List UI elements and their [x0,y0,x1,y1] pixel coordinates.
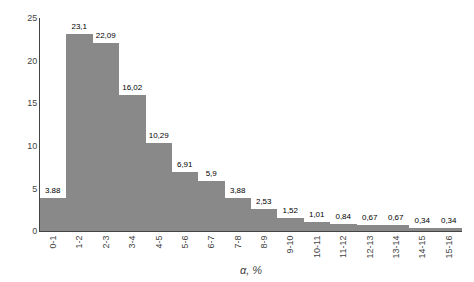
svg-text:7-8: 7-8 [233,236,243,249]
svg-text:6-7: 6-7 [206,236,216,249]
svg-text:0,84: 0,84 [335,212,351,221]
svg-text:4-5: 4-5 [154,236,164,249]
svg-text:α, %: α, % [240,264,262,276]
svg-text:0,67: 0,67 [362,213,378,222]
svg-text:9-10: 9-10 [285,236,295,254]
svg-text:1-2: 1-2 [74,236,84,249]
svg-text:5: 5 [32,184,37,194]
svg-text:16,02: 16,02 [122,83,143,92]
svg-text:1,52: 1,52 [282,206,298,215]
svg-text:10-11: 10-11 [312,236,322,258]
svg-text:10,29: 10,29 [149,131,170,140]
svg-text:0,34: 0,34 [414,216,430,225]
svg-text:11-12: 11-12 [338,236,348,258]
svg-text:15-16: 15-16 [444,236,454,259]
svg-text:13-14: 13-14 [391,236,401,259]
svg-text:1,01: 1,01 [309,210,325,219]
svg-text:20: 20 [27,56,37,66]
svg-text:0,34: 0,34 [441,216,457,225]
svg-text:15: 15 [27,98,37,108]
svg-text:0-1: 0-1 [48,236,58,249]
svg-text:5,9: 5,9 [206,169,218,178]
svg-text:22,09: 22,09 [96,31,117,40]
svg-text:25: 25 [27,13,37,23]
svg-text:5-6: 5-6 [180,236,190,249]
svg-text:3.88: 3.88 [45,186,61,195]
svg-text:6,91: 6,91 [177,160,193,169]
svg-text:2,53: 2,53 [256,197,272,206]
svg-text:10: 10 [27,141,37,151]
svg-text:0,67: 0,67 [388,213,404,222]
svg-text:12-13: 12-13 [365,236,375,259]
svg-text:23,1: 23,1 [71,22,87,31]
svg-text:14-15: 14-15 [417,236,427,259]
svg-text:0: 0 [32,226,37,236]
svg-text:3,88: 3,88 [230,186,246,195]
svg-text:2-3: 2-3 [101,236,111,249]
svg-text:8-9: 8-9 [259,236,269,249]
svg-text:3-4: 3-4 [127,236,137,249]
